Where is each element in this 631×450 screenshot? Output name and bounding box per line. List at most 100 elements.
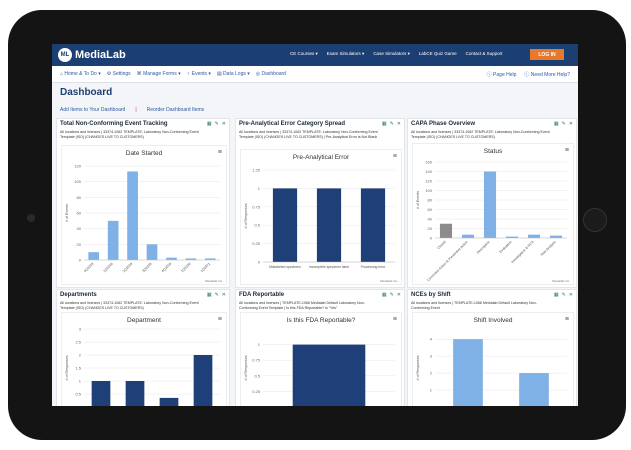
panel-nces-by-shift: NCEs by Shift ▦ ✎ ✕ All locations and lice… xyxy=(407,289,577,406)
medialab-logo[interactable]: ML MediaLab xyxy=(58,47,126,63)
dashboard-actions: Add Items to Your Dashboard | Reorder Da… xyxy=(60,107,204,113)
edit-icon[interactable]: ✎ xyxy=(214,292,219,298)
edit-icon[interactable]: ✎ xyxy=(214,121,219,127)
close-icon[interactable]: ✕ xyxy=(568,121,573,127)
bar-4q2019[interactable] xyxy=(166,257,177,260)
edit-icon[interactable]: ✎ xyxy=(561,292,566,298)
bar-4q2018[interactable] xyxy=(88,252,100,260)
bar-c[interactable] xyxy=(159,397,179,406)
x-tick-label: 4Q2018 xyxy=(83,262,94,273)
subnav-home-todo[interactable]: ⌂ Home & To Do ▾ xyxy=(60,71,101,77)
chart-credit: Medialab Inc. xyxy=(552,279,570,283)
nav-quiz-game[interactable]: LabCE Quiz Game xyxy=(418,51,457,56)
x-tick-label: Corrective Action & Preventive Action xyxy=(426,240,468,282)
hamburger-menu-icon[interactable]: ≡ xyxy=(392,316,397,323)
bar-description[interactable] xyxy=(483,171,497,239)
table-icon[interactable]: ▦ xyxy=(553,121,559,127)
panel-title: Total Non-Conforming Event Tracking xyxy=(60,121,168,127)
hamburger-menu-icon[interactable]: ≡ xyxy=(217,316,222,323)
add-items-link[interactable]: Add Items to Your Dashboard xyxy=(60,107,126,113)
subnav-data-logs[interactable]: ▤ Data Logs ▾ xyxy=(216,71,250,77)
hamburger-menu-icon[interactable]: ≡ xyxy=(564,316,569,323)
x-tick-label: Incomplete specimen label xyxy=(309,265,349,269)
y-tick-label: 160 xyxy=(425,160,432,165)
panel-fda-reportable: FDA Reportable ▦ ✎ ✕ All locations and lic… xyxy=(235,289,405,406)
y-tick-label: 0 xyxy=(430,236,433,241)
hamburger-menu-icon[interactable]: ≡ xyxy=(392,153,397,160)
hamburger-menu-icon[interactable]: ≡ xyxy=(217,149,222,156)
table-icon[interactable]: ▦ xyxy=(206,292,212,298)
close-icon[interactable]: ✕ xyxy=(396,121,401,127)
subnav-dashboard[interactable]: ◎ Dashboard xyxy=(255,71,286,77)
edit-icon[interactable]: ✎ xyxy=(389,292,394,298)
panel-toolbar: ▦ ✎ ✕ xyxy=(207,292,226,298)
secondary-nav-menu: ⌂ Home & To Do ▾ ⚙ Settings ⌘ Manage For… xyxy=(60,71,286,77)
table-icon[interactable]: ▦ xyxy=(381,292,387,298)
chart-title: Status xyxy=(483,148,503,155)
logo-mark: ML xyxy=(58,48,72,62)
bar-investigation-rca[interactable] xyxy=(527,234,541,238)
chart-svg: 0 0.25 0.5 0.75 1 # of Responses xyxy=(244,342,395,406)
subnav-events[interactable]: ♀ Events ▾ xyxy=(186,71,211,77)
bar-mislabeled-specimen[interactable] xyxy=(272,188,298,262)
page-help-link[interactable]: ⓘ Page Help xyxy=(486,72,517,78)
y-tick-label: 1 xyxy=(79,379,82,384)
table-icon[interactable]: ▦ xyxy=(381,121,387,127)
y-tick-label: 0.25 xyxy=(252,389,261,394)
subnav-settings[interactable]: ⚙ Settings xyxy=(106,71,131,77)
bar-corrective-action-preventive-action[interactable] xyxy=(461,234,475,238)
help-links: ⓘ Page Help ⓘ Need More Help? xyxy=(487,71,570,78)
y-tick-label: 20 xyxy=(428,226,433,231)
y-tick-label: 0 xyxy=(430,405,433,407)
x-tick-label: Processing error xyxy=(361,265,387,269)
hamburger-menu-icon[interactable]: ≡ xyxy=(564,147,569,154)
subnav-manage-forms[interactable]: ⌘ Manage Forms ▾ xyxy=(136,71,181,77)
panel-nonconforming-tracking: Total Non-Conforming Event Tracking ▦ ✎ ✕ … xyxy=(56,118,230,288)
y-tick-label: 1 xyxy=(258,186,261,191)
reorder-items-link[interactable]: Reorder Dashboard Items xyxy=(146,107,205,113)
x-tick-label: Investigation & RCA xyxy=(510,239,535,264)
nav-case-simulators[interactable]: Case Simulators ▾ xyxy=(373,51,410,56)
bar-b[interactable] xyxy=(125,381,145,406)
bar-day[interactable] xyxy=(453,339,483,406)
bar-risk-analysis[interactable] xyxy=(549,235,563,238)
nav-ce-courses[interactable]: CE Courses ▾ xyxy=(290,51,318,56)
close-icon[interactable]: ✕ xyxy=(221,121,226,127)
bar-incomplete-specimen-label[interactable] xyxy=(316,188,342,262)
y-tick-label: 100 xyxy=(74,179,81,184)
panel-filter-description: All locations and licenses | 33374-1062 … xyxy=(60,130,199,139)
bar-evening[interactable] xyxy=(519,373,549,406)
nav-contact-support[interactable]: Contact & Support xyxy=(465,51,503,56)
bar-2q2019[interactable] xyxy=(127,171,138,260)
bar-d[interactable] xyxy=(193,355,213,406)
edit-icon[interactable]: ✎ xyxy=(389,121,394,127)
bar-1q2020[interactable] xyxy=(185,258,197,260)
table-icon[interactable]: ▦ xyxy=(553,292,559,298)
close-icon[interactable]: ✕ xyxy=(568,292,573,298)
chart-svg: 0 0.5 1 1.5 2 2.5 3 # of Responses xyxy=(65,327,220,407)
tablet-home-button[interactable] xyxy=(583,208,607,232)
bar-closed[interactable] xyxy=(439,223,453,238)
y-tick-label: 40 xyxy=(428,217,433,222)
login-button[interactable]: LOG IN xyxy=(530,49,564,60)
y-tick-label: 100 xyxy=(425,188,432,193)
edit-icon[interactable]: ✎ xyxy=(561,121,566,127)
close-icon[interactable]: ✕ xyxy=(221,292,226,298)
bar-1q2021[interactable] xyxy=(204,258,216,260)
nav-exam-simulators[interactable]: Exam Simulators ▾ xyxy=(326,51,365,56)
bar-3q2019[interactable] xyxy=(146,244,158,260)
bar-a[interactable] xyxy=(91,381,111,406)
y-axis-label: # of Events xyxy=(416,191,420,209)
panel-toolbar: ▦ ✎ ✕ xyxy=(382,292,401,298)
bar-yes[interactable] xyxy=(292,344,366,406)
close-icon[interactable]: ✕ xyxy=(396,292,401,298)
y-tick-label: 4 xyxy=(430,337,433,342)
bar-processing-error[interactable] xyxy=(360,188,386,262)
more-help-link[interactable]: ⓘ Need More Help? xyxy=(524,72,570,78)
table-icon[interactable]: ▦ xyxy=(206,121,212,127)
chart-svg: 0 20 40 60 80 100 120 # of Events 4Q2018 1Q2019 2Q… xyxy=(65,164,220,273)
bar-evaluation[interactable] xyxy=(505,236,519,238)
panel-title: Pre-Analytical Error Category Spread xyxy=(239,121,346,127)
y-tick-label: 0 xyxy=(79,405,82,407)
bar-1q2019[interactable] xyxy=(107,220,119,260)
